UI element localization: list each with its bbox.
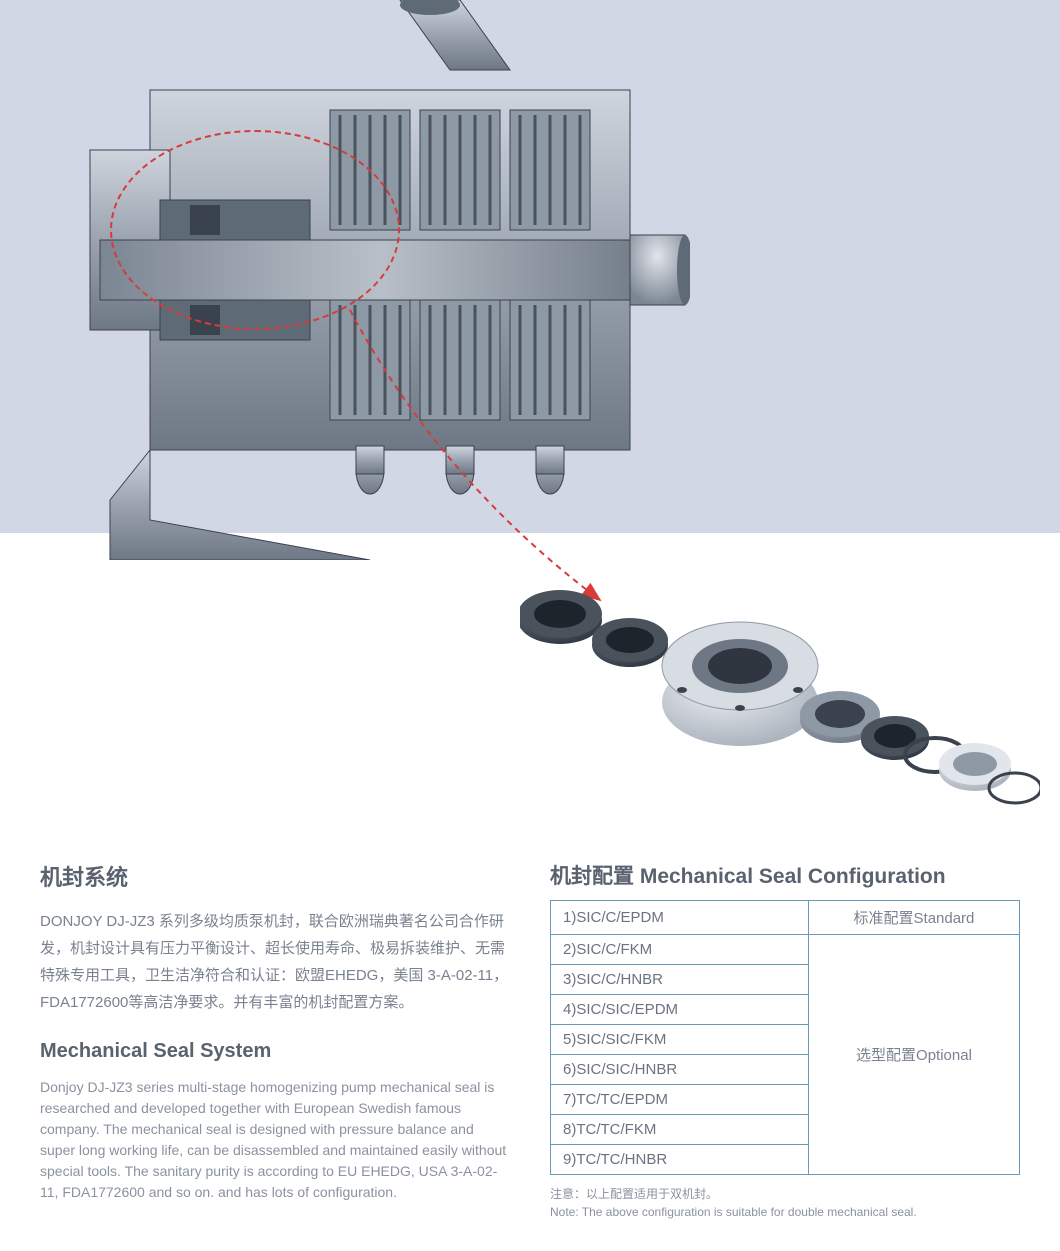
config-table: 1)SIC/C/EPDM 标准配置Standard 2)SIC/C/FKM 选型… [550,900,1020,1175]
config-notes: 注意：以上配置适用于双机封。 Note: The above configura… [550,1185,1020,1221]
config-optional-cell: 选型配置Optional [808,935,1019,1175]
body-cn: DONJOY DJ-JZ3 系列多级均质泵机封，联合欧洲瑞典著名公司合作研发，机… [40,908,510,1016]
config-row: 9)TC/TC/HNBR [551,1145,809,1175]
title-en: Mechanical Seal System [40,1040,510,1063]
config-row: 7)TC/TC/EPDM [551,1085,809,1115]
config-row: 8)TC/TC/FKM [551,1115,809,1145]
hero-diagram-area [0,0,1060,860]
mechanical-seal-exploded [520,560,1040,840]
content-area: 机封系统 DONJOY DJ-JZ3 系列多级均质泵机封，联合欧洲瑞典著名公司合… [0,860,1060,1251]
config-row: 5)SIC/SIC/FKM [551,1025,809,1055]
config-standard-cell: 标准配置Standard [808,901,1019,935]
config-row: 1)SIC/C/EPDM [551,901,809,935]
seal-config-block: 机封配置 Mechanical Seal Configuration 1)SIC… [550,860,1020,1221]
config-title: 机封配置 Mechanical Seal Configuration [550,860,1020,890]
config-row: 3)SIC/C/HNBR [551,965,809,995]
title-cn: 机封系统 [40,860,510,892]
callout-circle [110,130,400,330]
note-cn: 注意：以上配置适用于双机封。 [550,1185,1020,1203]
body-en: Donjoy DJ-JZ3 series multi-stage homogen… [40,1077,510,1203]
config-row: 4)SIC/SIC/EPDM [551,995,809,1025]
note-en: Note: The above configuration is suitabl… [550,1203,1020,1221]
config-row: 6)SIC/SIC/HNBR [551,1055,809,1085]
seal-system-text: 机封系统 DONJOY DJ-JZ3 系列多级均质泵机封，联合欧洲瑞典著名公司合… [40,860,510,1221]
config-row: 2)SIC/C/FKM [551,935,809,965]
